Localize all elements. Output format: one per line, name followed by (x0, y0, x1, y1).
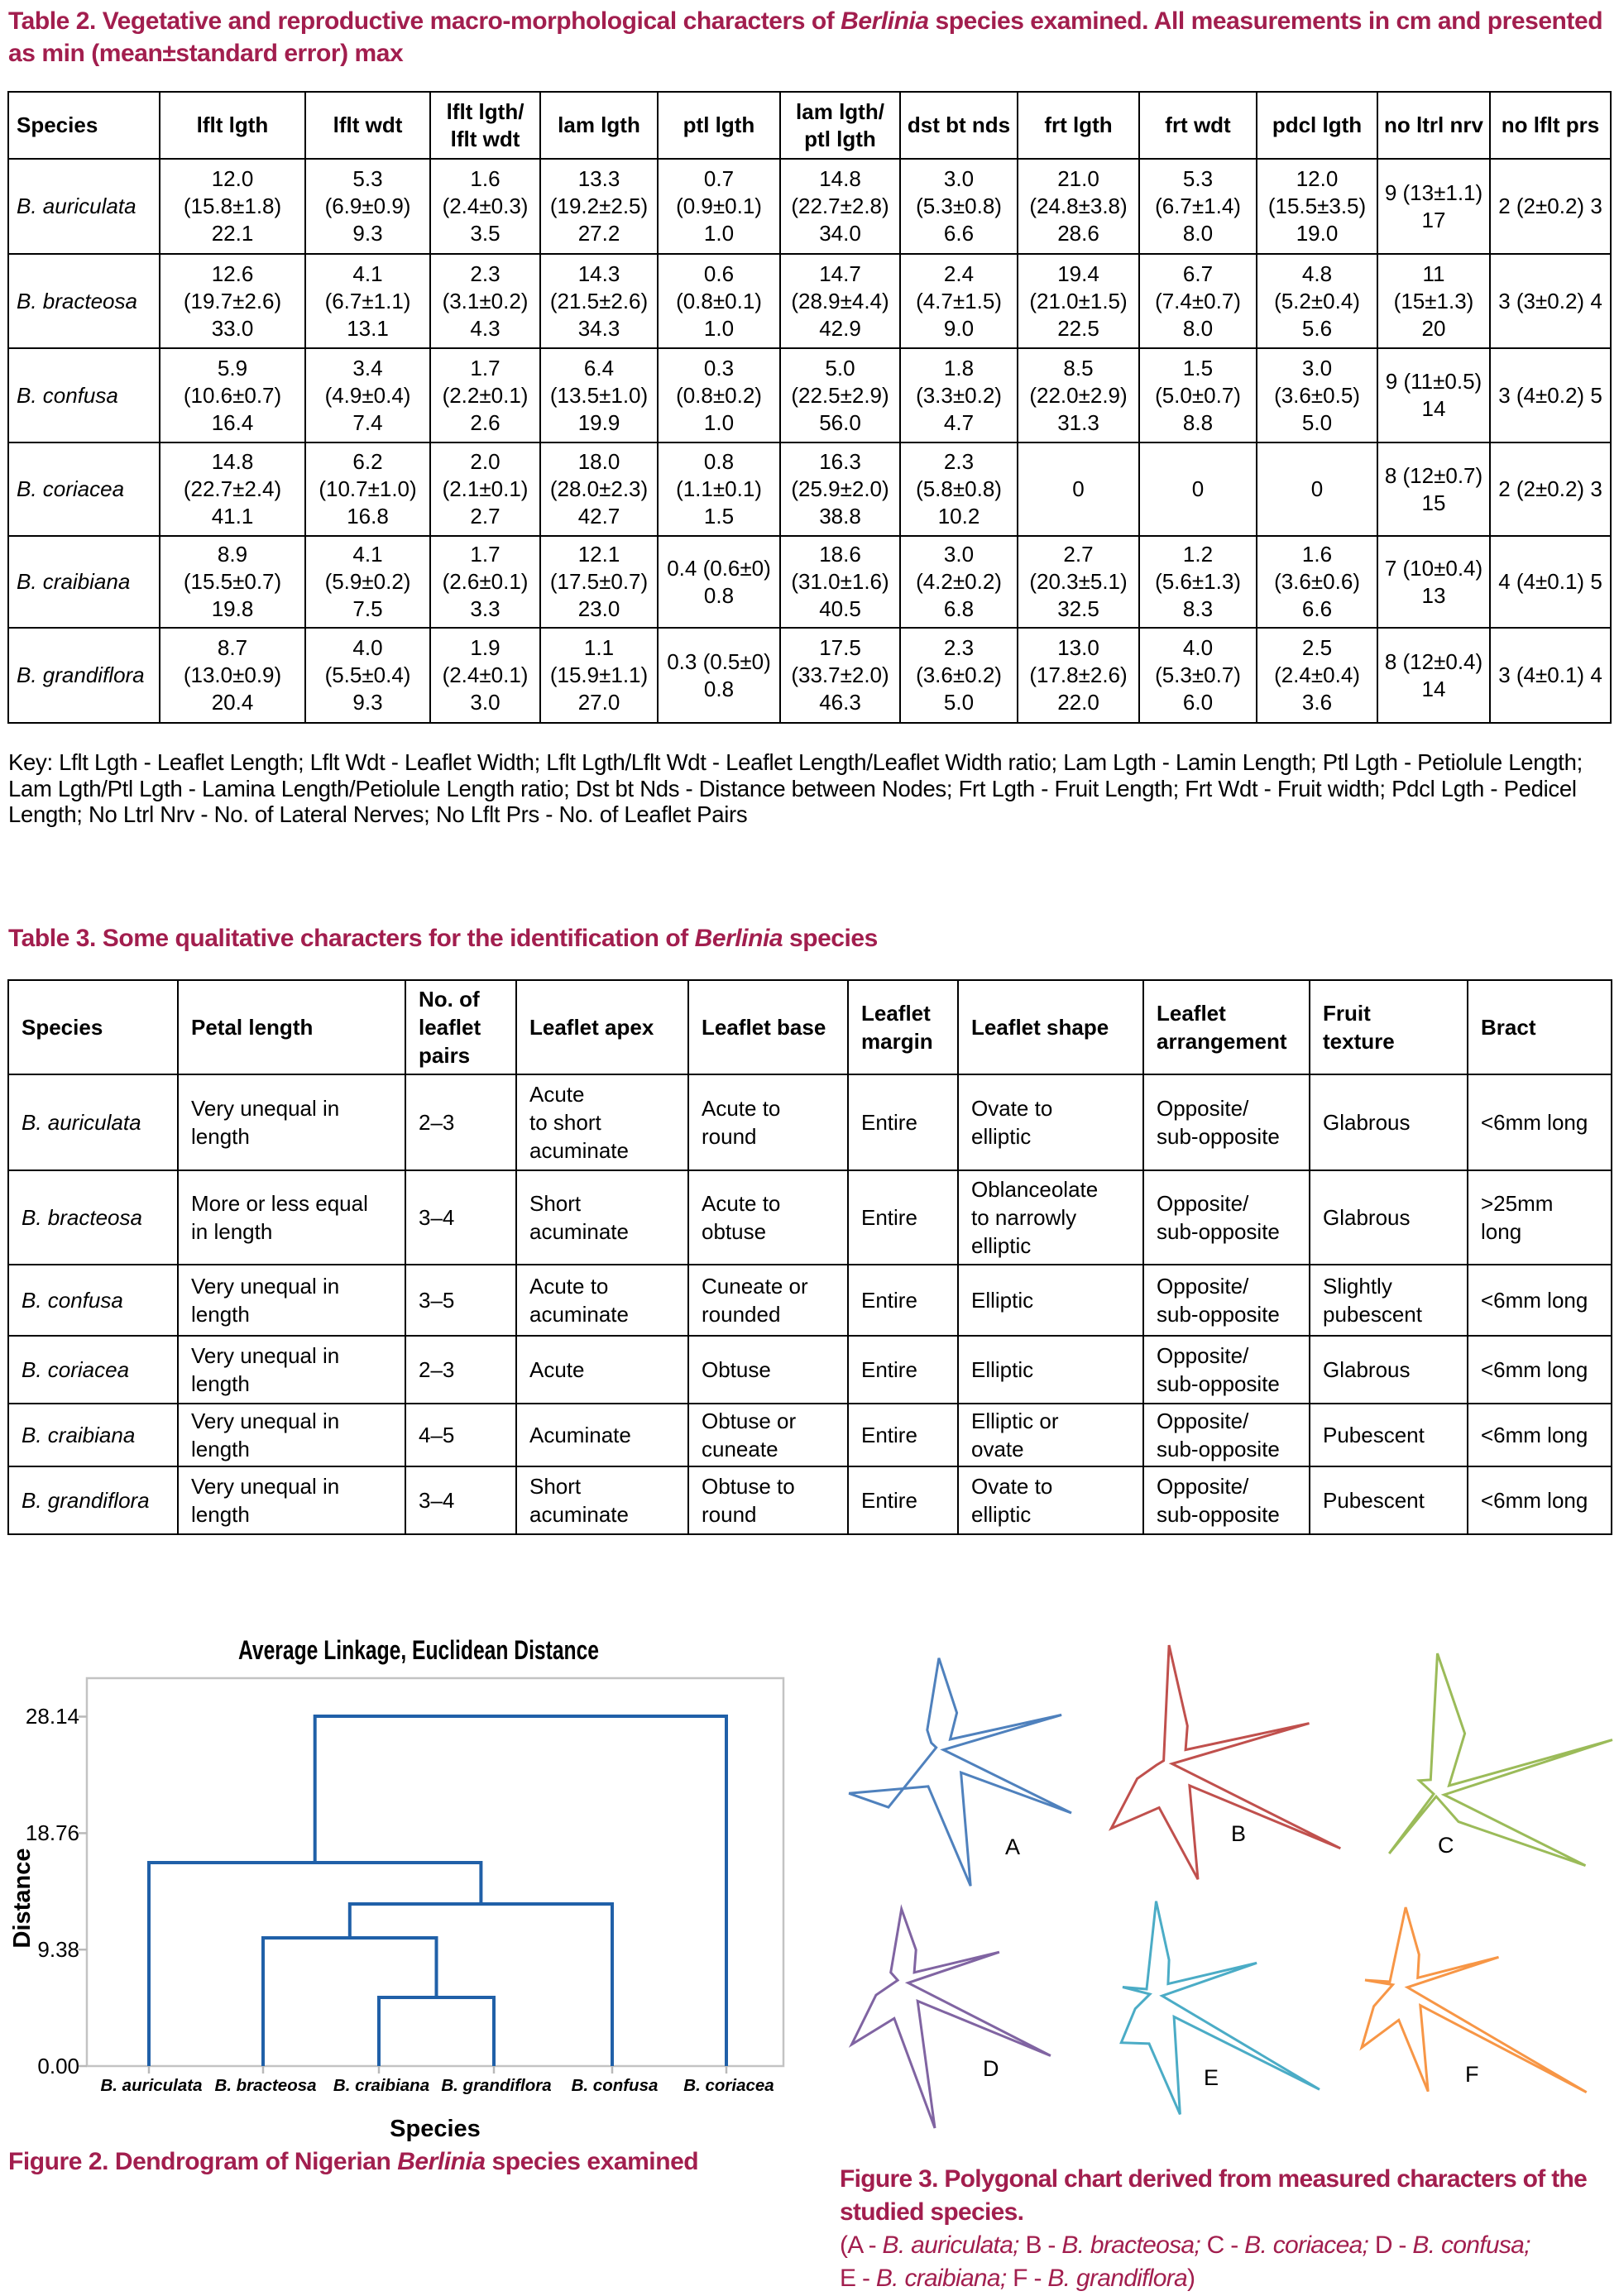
svg-text:B. confusa: B. confusa (572, 2076, 659, 2095)
svg-text:B. craibiana: B. craibiana (333, 2076, 429, 2095)
svg-text:B. auriculata: B. auriculata (100, 2076, 202, 2095)
svg-text:B. coriacea: B. coriacea (683, 2076, 774, 2095)
svg-text:0.00: 0.00 (37, 2054, 79, 2078)
svg-text:B. bracteosa: B. bracteosa (214, 2076, 316, 2095)
svg-text:C: C (1438, 1833, 1454, 1858)
svg-text:Species: Species (390, 2116, 481, 2142)
svg-text:B. grandiflora: B. grandiflora (441, 2076, 551, 2095)
svg-text:F: F (1465, 2062, 1479, 2087)
svg-text:E: E (1204, 2065, 1219, 2090)
svg-text:Average Linkage, Euclidean Dis: Average Linkage, Euclidean Distance (238, 1635, 599, 1665)
svg-text:9.38: 9.38 (37, 1937, 79, 1962)
svg-text:Distance: Distance (9, 1849, 36, 1949)
svg-text:18.76: 18.76 (26, 1820, 79, 1845)
svg-text:D: D (983, 2056, 999, 2081)
svg-text:B: B (1231, 1821, 1246, 1846)
svg-text:28.14: 28.14 (26, 1704, 79, 1729)
svg-text:A: A (1005, 1834, 1020, 1859)
